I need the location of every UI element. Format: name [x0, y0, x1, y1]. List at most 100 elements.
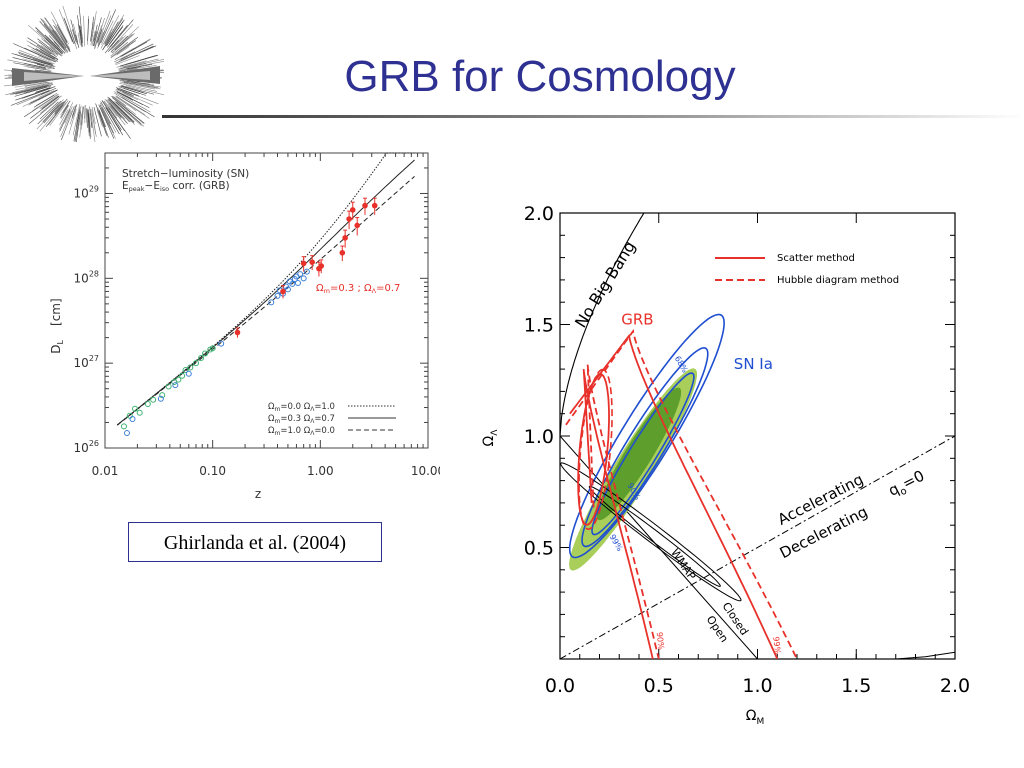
- sn-ia-label: SN Ia: [734, 355, 773, 373]
- slide-title: GRB for Cosmology: [344, 52, 736, 101]
- hubble-annotation: Ωm=0.3 ; ΩΛ=0.7: [316, 283, 400, 295]
- grb-point: [339, 249, 346, 256]
- wmap-label: WMAP: [668, 546, 698, 582]
- sn-point: [187, 364, 194, 371]
- sn-point: [123, 430, 130, 437]
- sn-point: [274, 292, 281, 299]
- omega-x-tick-label: 1.0: [742, 675, 772, 697]
- hubble-legend-line1: Stretch−luminosity (SN): [122, 168, 249, 180]
- sn-point: [175, 376, 182, 383]
- sn-point: [159, 392, 166, 399]
- grb-90-label: 90%: [655, 632, 666, 651]
- hubble-diagram-chart: Stretch−luminosity (SN) Epeak−Eiso corr.…: [49, 152, 440, 501]
- grb-point: [349, 207, 356, 213]
- sn-point: [136, 409, 143, 416]
- grb-point: [309, 259, 315, 265]
- x-tick-label: 1.00: [307, 464, 334, 478]
- grb-hubble-90: [586, 364, 660, 659]
- y-tick-label: 1026: [74, 439, 99, 455]
- sn-point: [284, 286, 291, 293]
- grb-point: [362, 202, 368, 209]
- omega-x-tick-label: 1.5: [841, 675, 871, 697]
- omega-x-tick-label: 2.0: [940, 675, 970, 697]
- title-rule: [162, 115, 1024, 118]
- hubble-frame: [104, 152, 429, 449]
- x-tick-label: 10.00: [411, 464, 440, 478]
- sn-point: [126, 412, 133, 419]
- omega-x-tick-label: 0.0: [545, 675, 575, 697]
- sn-fill-inner: [596, 387, 682, 521]
- sn-point: [179, 372, 186, 379]
- x-tick-label: 0.10: [199, 464, 226, 478]
- hubble-ylabel: DL[cm]: [49, 298, 65, 353]
- sn-point: [120, 423, 127, 430]
- model-curve-2: [116, 176, 415, 426]
- sn-point: [218, 340, 225, 347]
- wmap-contour-inner: [588, 485, 721, 587]
- sn-point: [165, 383, 172, 390]
- grb-99-label: 99%: [771, 636, 782, 655]
- sn-point: [144, 401, 151, 408]
- wmap-contour-outer: [560, 462, 742, 602]
- omega-ylabel: ΩΛ: [481, 429, 500, 447]
- omega-y-tick-label: 1.5: [524, 315, 554, 337]
- no-big-bang-curve: [560, 213, 645, 437]
- grb-point: [318, 263, 325, 269]
- sn-point: [303, 268, 310, 275]
- y-tick-label: 1029: [74, 184, 99, 200]
- sn-point: [172, 382, 179, 389]
- hubble-xlabel: z: [255, 487, 261, 501]
- sn-contour-90: [581, 347, 709, 548]
- citation-box: Ghirlanda et al. (2004): [128, 522, 382, 562]
- grb-scatter-68: [577, 373, 610, 526]
- legend-hubble: Hubble diagram method: [777, 275, 899, 286]
- grb-point: [342, 235, 348, 241]
- y-tick-label: 1027: [74, 354, 99, 370]
- omega-x-tick-label: 0.5: [644, 675, 674, 697]
- grb-point: [280, 288, 286, 295]
- model-legend-1: Ωm=0.3 ΩΛ=0.7: [268, 414, 335, 425]
- sn-point: [268, 299, 275, 306]
- grb-point: [354, 222, 361, 229]
- q0-line: [560, 435, 955, 659]
- omega-y-tick-label: 0.5: [524, 538, 554, 560]
- sn-contour-68: [591, 372, 695, 536]
- svg-text:DL[cm]: DL[cm]: [49, 298, 65, 353]
- grb-jet-logo-icon: [4, 6, 164, 142]
- sn-point: [198, 355, 205, 362]
- grb-point: [371, 202, 378, 209]
- grb-point: [234, 329, 241, 336]
- x-tick-label: 0.01: [92, 464, 119, 478]
- sn-point: [289, 280, 296, 287]
- sn-point: [300, 275, 307, 282]
- loitering-curve: [895, 651, 955, 659]
- legend-scatter: Scatter method: [777, 253, 855, 264]
- hubble-legend-line2: Epeak−Eiso corr. (GRB): [122, 180, 230, 193]
- sn-point: [294, 280, 301, 287]
- grb-point: [300, 260, 307, 267]
- sn-point: [182, 367, 189, 374]
- hubble-model-legend: Ωm=0.0 ΩΛ=1.0 Ωm=0.3 ΩΛ=0.7 Ωm=1.0 ΩΛ=0.…: [268, 402, 396, 437]
- sn-point: [129, 415, 136, 422]
- omega-legend: Scatter method Hubble diagram method: [715, 253, 899, 286]
- omega-xlabel: ΩM: [746, 708, 764, 727]
- sn-point: [202, 350, 209, 357]
- grb-label: GRB: [621, 311, 653, 329]
- grb-scatter-90: [582, 369, 654, 659]
- sn-point: [132, 405, 139, 412]
- grb-point: [346, 216, 352, 222]
- sn-point: [150, 396, 157, 403]
- sn-point: [209, 345, 216, 352]
- svg-text:ΩΛ: ΩΛ: [481, 429, 500, 447]
- sn-point: [157, 395, 164, 402]
- grb-hubble-68: [578, 368, 613, 531]
- omega-y-tick-label: 1.0: [524, 426, 554, 448]
- sn-contour-99: [568, 313, 725, 559]
- y-tick-label: 1028: [74, 269, 99, 285]
- omega-y-tick-label: 2.0: [524, 203, 554, 225]
- model-legend-2: Ωm=1.0 ΩΛ=0.0: [268, 426, 335, 437]
- sn-point: [297, 271, 304, 278]
- hubble-axes: [104, 152, 429, 449]
